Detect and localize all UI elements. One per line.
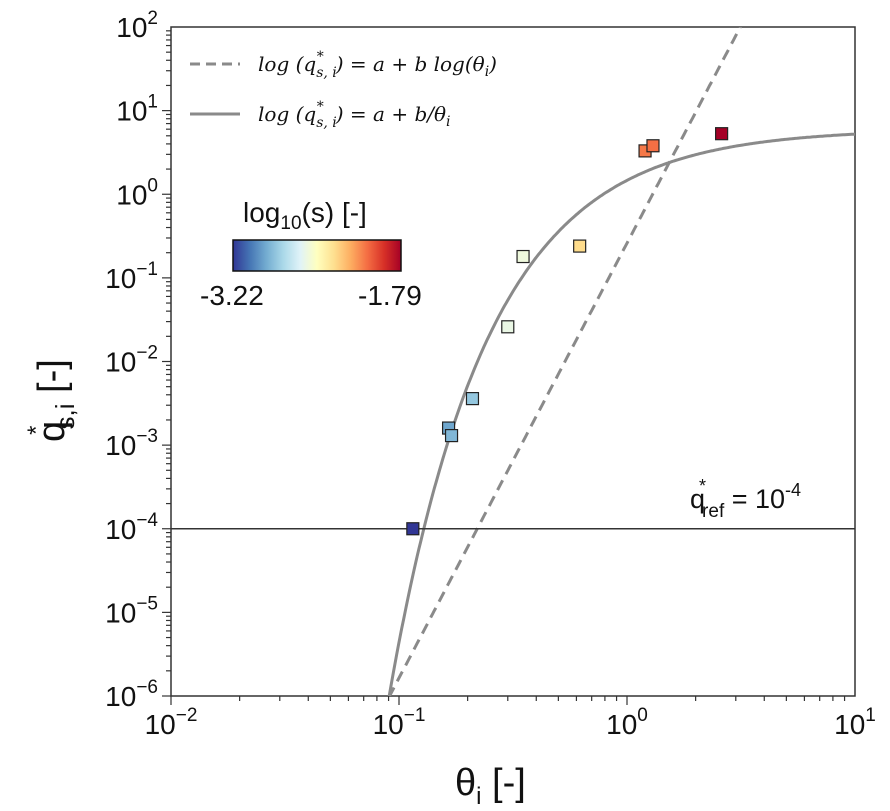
data-point [444, 428, 459, 443]
y-tick-label: 10−5 [105, 593, 158, 628]
colorbar-min-label: -3.22 [200, 280, 264, 311]
data-point [465, 392, 480, 406]
reference-line-label: q* ref = 10-4 [690, 476, 801, 522]
y-tick-label: 100 [116, 175, 158, 210]
x-axis-ticks: 10−2 10−1 100 101 [145, 696, 876, 740]
x-tick-label: 10−1 [373, 705, 426, 740]
data-point [646, 139, 660, 153]
data-point [715, 127, 729, 141]
y-axis-ticks: 102 101 100 10−1 10−2 10−3 10−4 10−5 10−6 [105, 8, 171, 712]
x-tick-label: 101 [834, 705, 876, 740]
data-point [406, 522, 420, 536]
data-point [501, 320, 515, 334]
power-fit-line [387, 27, 742, 696]
y-tick-label: 10−6 [105, 677, 158, 712]
data-points [406, 127, 729, 536]
y-tick-label: 10−3 [105, 426, 158, 461]
y-tick-label: 10−1 [105, 259, 158, 294]
colorbar-title: log10(s) [-] [243, 197, 367, 234]
y-axis-title: q*s,i [-] [23, 359, 80, 442]
x-tick-label: 100 [606, 705, 648, 740]
data-point [516, 249, 530, 264]
y-tick-label: 10−4 [105, 510, 158, 545]
y-tick-label: 102 [116, 8, 158, 43]
colorbar: log10(s) [-] -3.22 -1.79 [200, 197, 422, 311]
legend-entry-solid: log (qs, i*) = a + b/θi [258, 99, 451, 131]
colorbar-gradient [232, 239, 402, 272]
reciprocal-fit-line [387, 132, 855, 696]
legend-entry-dashed: log (qs, i*) = a + b log(θi) [258, 49, 497, 81]
x-tick-label: 10−2 [145, 705, 198, 740]
data-point [573, 239, 587, 253]
legend: log (qs, i*) = a + b log(θi) log (qs, i*… [190, 49, 497, 131]
plot-area [170, 26, 856, 697]
y-tick-label: 10−2 [105, 343, 158, 378]
fit-curves [387, 27, 855, 696]
y-tick-label: 101 [116, 92, 158, 127]
x-axis-title: θi [-] [455, 762, 526, 810]
colorbar-max-label: -1.79 [358, 280, 422, 311]
